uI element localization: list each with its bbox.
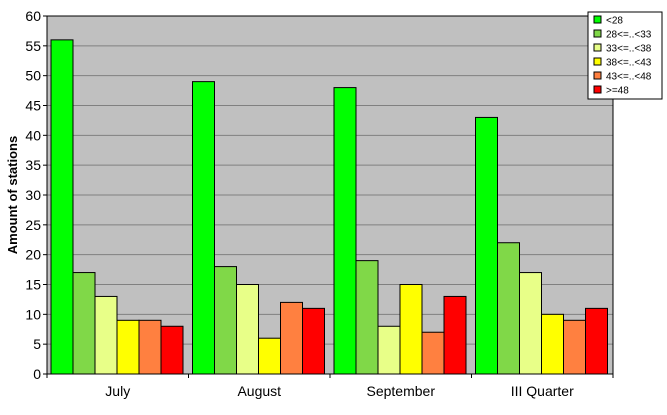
bar — [475, 116, 498, 375]
bar — [280, 301, 303, 375]
legend-label: 33<=..<38 — [606, 44, 652, 55]
y-tick-label: 10 — [25, 306, 41, 322]
legend-swatch — [593, 43, 602, 52]
x-category-label: September — [367, 383, 436, 399]
legend-label: 28<=..<33 — [606, 30, 652, 41]
y-tick-label: 15 — [25, 277, 41, 293]
legend-swatch — [593, 57, 602, 66]
bar — [72, 272, 96, 375]
legend: <28 28<=..<33 33<=..<38 38<=..<43 43<=..<48 >… — [587, 11, 663, 100]
y-tick-label: 60 — [25, 8, 41, 24]
x-axis-categories: July August September III Quarter — [46, 374, 614, 399]
bar — [258, 337, 281, 375]
y-axis-label: Amount of stations — [5, 136, 20, 254]
bar — [50, 39, 74, 375]
bar — [192, 81, 215, 375]
y-tick-label: 35 — [25, 157, 41, 173]
bar — [302, 307, 325, 375]
bar — [443, 295, 467, 375]
bar — [541, 313, 564, 375]
bar — [377, 325, 401, 375]
bar — [236, 284, 259, 375]
bar — [214, 266, 237, 375]
y-tick-label: 5 — [33, 336, 41, 352]
legend-box — [587, 11, 663, 100]
y-tick-label: 50 — [25, 68, 41, 84]
bar — [94, 295, 118, 375]
y-tick-label: 0 — [33, 366, 41, 382]
legend-swatch — [593, 15, 602, 24]
bar — [160, 325, 184, 375]
y-tick-label: 25 — [25, 217, 41, 233]
bar — [399, 284, 423, 375]
legend-label: 43<=..<48 — [606, 72, 652, 83]
x-category-label: July — [105, 383, 130, 399]
y-tick-label: 40 — [25, 127, 41, 143]
y-tick-label: 20 — [25, 247, 41, 263]
y-axis-ticks: 0 5 10 15 20 25 30 35 40 45 50 55 60 — [25, 8, 47, 382]
gridlines — [47, 45, 613, 345]
bar — [585, 307, 608, 375]
legend-swatch — [593, 85, 602, 94]
bar — [519, 272, 542, 375]
bar — [563, 319, 586, 375]
legend-label: 38<=..<43 — [606, 58, 652, 69]
bar — [355, 260, 379, 375]
bar — [116, 319, 140, 375]
bar — [497, 242, 520, 375]
x-category-label: III Quarter — [511, 383, 574, 399]
x-category-label: August — [237, 383, 281, 399]
legend-label: <28 — [606, 16, 623, 27]
legend-swatch — [593, 29, 602, 38]
bar — [138, 319, 162, 375]
legend-swatch — [593, 71, 602, 80]
legend-label: >=48 — [606, 86, 629, 97]
y-tick-label: 30 — [25, 187, 41, 203]
y-tick-label: 45 — [25, 98, 41, 114]
y-tick-label: 55 — [25, 38, 41, 54]
bar — [421, 331, 445, 375]
bar — [333, 87, 357, 375]
